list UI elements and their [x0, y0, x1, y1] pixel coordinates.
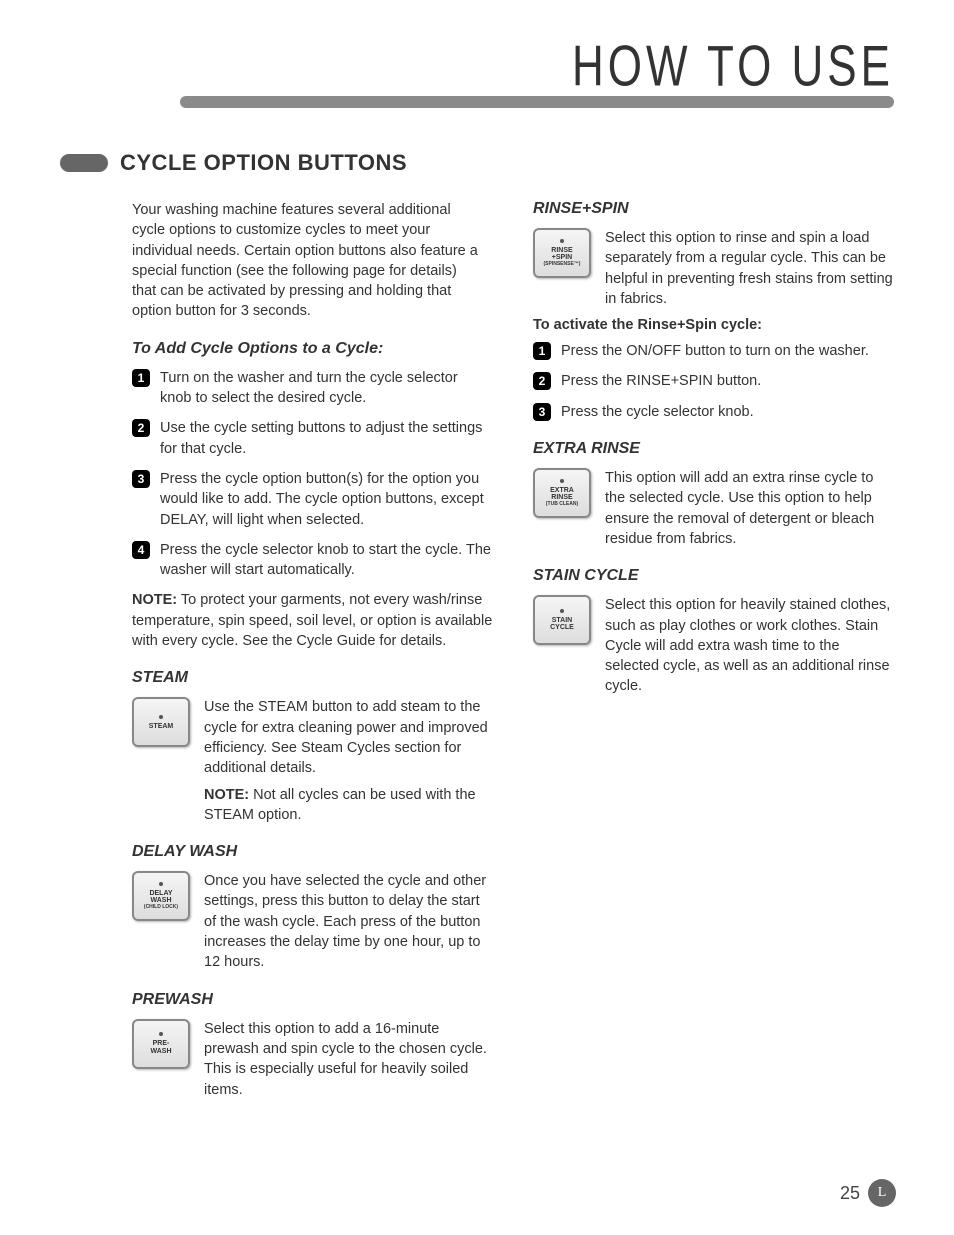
page-title: HOW TO USE: [572, 35, 894, 100]
button-sublabel: (TUB CLEAN): [546, 502, 578, 508]
section-bullet: [60, 154, 108, 172]
indicator-dot-icon: [560, 239, 564, 243]
delay-text: Once you have selected the cycle and oth…: [204, 871, 493, 972]
indicator-dot-icon: [159, 1032, 163, 1036]
extra-rinse-block: EXTRA RINSE (TUB CLEAN) This option will…: [533, 468, 894, 549]
add-cycle-heading: To Add Cycle Options to a Cycle:: [132, 340, 493, 358]
prewash-text: Select this option to add a 16-minute pr…: [204, 1019, 493, 1100]
header-divider: [180, 96, 894, 108]
step-text: Press the cycle option button(s) for the…: [160, 469, 493, 530]
stain-heading: STAIN CYCLE: [533, 567, 894, 585]
button-sublabel: (SPINSENSE™): [544, 262, 581, 268]
delay-heading: DELAY WASH: [132, 843, 493, 861]
button-label: STAIN CYCLE: [550, 617, 574, 632]
step-number-icon: 2: [132, 419, 150, 437]
rinse-spin-heading: RINSE+SPIN: [533, 200, 894, 218]
button-label: STEAM: [149, 723, 174, 731]
steam-note: NOTE: Not all cycles can be used with th…: [204, 785, 493, 826]
activate-label: To activate the Rinse+Spin cycle:: [533, 317, 894, 333]
steam-heading: STEAM: [132, 669, 493, 687]
page-footer: 25 L: [840, 1179, 896, 1207]
step-number-icon: 1: [132, 369, 150, 387]
rinse-spin-button-icon: RINSE +SPIN (SPINSENSE™): [533, 228, 591, 278]
rinse-spin-block: RINSE +SPIN (SPINSENSE™) Select this opt…: [533, 228, 894, 309]
step-text: Press the ON/OFF button to turn on the w…: [561, 341, 869, 361]
left-column: Your washing machine features several ad…: [132, 200, 493, 1106]
logo-text: L: [878, 1185, 887, 1201]
step-row: 1 Turn on the washer and turn the cycle …: [132, 368, 493, 409]
button-label: PRE- WASH: [151, 1040, 172, 1055]
button-sublabel: (CHILD LOCK): [144, 905, 178, 911]
steam-block: STEAM Use the STEAM button to add steam …: [132, 697, 493, 825]
delay-button-icon: DELAY WASH (CHILD LOCK): [132, 871, 190, 921]
indicator-dot-icon: [159, 715, 163, 719]
prewash-button-icon: PRE- WASH: [132, 1019, 190, 1069]
button-label: DELAY WASH: [149, 890, 172, 905]
button-label: EXTRA RINSE: [550, 487, 574, 502]
extra-rinse-heading: EXTRA RINSE: [533, 440, 894, 458]
step-number-icon: 3: [533, 403, 551, 421]
cycle-note: NOTE: To protect your garments, not ever…: [132, 590, 493, 651]
step-row: 2 Press the RINSE+SPIN button.: [533, 371, 894, 391]
step-text: Press the cycle selector knob to start t…: [160, 540, 493, 581]
section-title: CYCLE OPTION BUTTONS: [120, 150, 407, 176]
indicator-dot-icon: [560, 479, 564, 483]
extra-rinse-text: This option will add an extra rinse cycl…: [605, 468, 894, 549]
step-text: Press the RINSE+SPIN button.: [561, 371, 761, 391]
step-number-icon: 4: [132, 541, 150, 559]
step-number-icon: 3: [132, 470, 150, 488]
note-label: NOTE:: [204, 787, 249, 803]
step-text: Use the cycle setting buttons to adjust …: [160, 418, 493, 459]
note-label: NOTE:: [132, 592, 177, 608]
steam-button-icon: STEAM: [132, 697, 190, 747]
extra-rinse-button-icon: EXTRA RINSE (TUB CLEAN): [533, 468, 591, 518]
two-column-layout: Your washing machine features several ad…: [132, 200, 894, 1106]
indicator-dot-icon: [159, 882, 163, 886]
page-number: 25: [840, 1183, 860, 1204]
step-text: Press the cycle selector knob.: [561, 402, 754, 422]
intro-text: Your washing machine features several ad…: [132, 200, 482, 322]
step-text: Turn on the washer and turn the cycle se…: [160, 368, 493, 409]
step-row: 3 Press the cycle selector knob.: [533, 402, 894, 422]
step-number-icon: 2: [533, 372, 551, 390]
indicator-dot-icon: [560, 609, 564, 613]
content-area: CYCLE OPTION BUTTONS Your washing machin…: [0, 120, 954, 1106]
right-column: RINSE+SPIN RINSE +SPIN (SPINSENSE™) Sele…: [533, 200, 894, 1106]
stain-button-icon: STAIN CYCLE: [533, 595, 591, 645]
step-row: 2 Use the cycle setting buttons to adjus…: [132, 418, 493, 459]
steam-text: Use the STEAM button to add steam to the…: [204, 697, 493, 778]
stain-text: Select this option for heavily stained c…: [605, 595, 894, 696]
prewash-heading: PREWASH: [132, 991, 493, 1009]
lg-logo-icon: L: [868, 1179, 896, 1207]
step-row: 3 Press the cycle option button(s) for t…: [132, 469, 493, 530]
step-row: 4 Press the cycle selector knob to start…: [132, 540, 493, 581]
button-label: RINSE +SPIN: [551, 247, 572, 262]
step-row: 1 Press the ON/OFF button to turn on the…: [533, 341, 894, 361]
delay-block: DELAY WASH (CHILD LOCK) Once you have se…: [132, 871, 493, 972]
stain-block: STAIN CYCLE Select this option for heavi…: [533, 595, 894, 696]
section-header: CYCLE OPTION BUTTONS: [0, 150, 894, 176]
page-header: HOW TO USE: [0, 0, 954, 120]
rinse-spin-text: Select this option to rinse and spin a l…: [605, 228, 894, 309]
prewash-block: PRE- WASH Select this option to add a 16…: [132, 1019, 493, 1100]
note-text: To protect your garments, not every wash…: [132, 592, 492, 649]
step-number-icon: 1: [533, 342, 551, 360]
